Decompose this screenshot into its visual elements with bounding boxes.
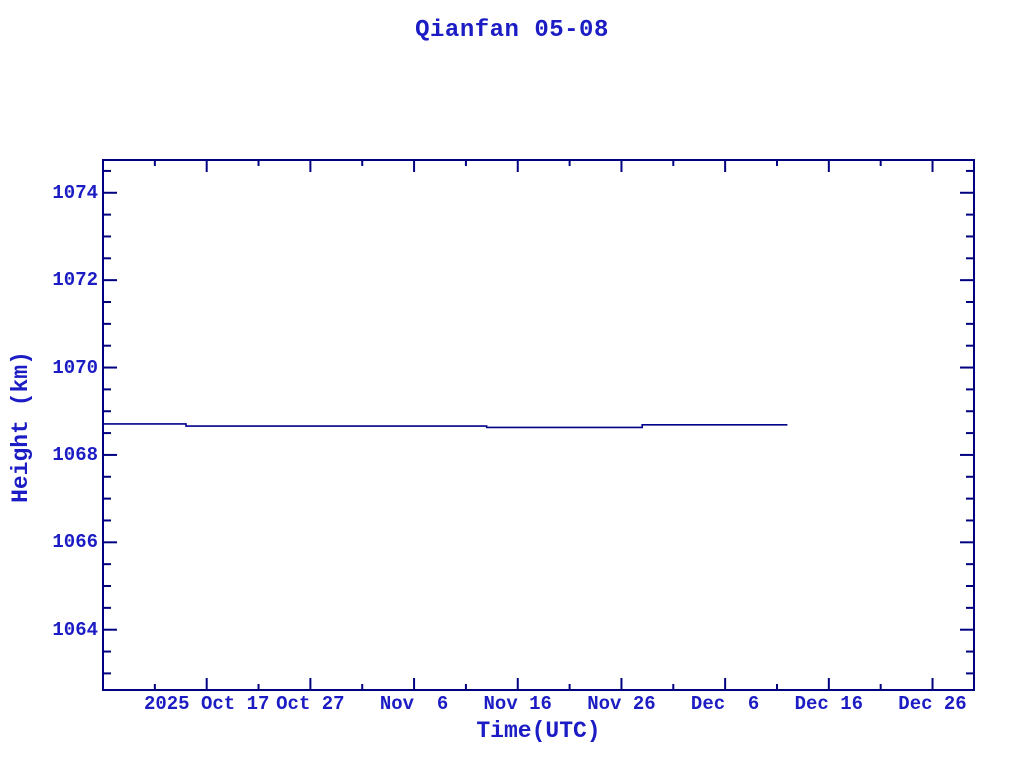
chart-title: Qianfan 05-08	[415, 17, 609, 44]
x-tick-label: Dec 6	[690, 693, 760, 715]
y-tick-label: 1072	[52, 269, 98, 292]
x-tick-label: Dec 26	[898, 693, 967, 715]
x-tick-label: Dec 16	[794, 693, 864, 715]
x-tick-label: Oct 27	[276, 693, 345, 715]
x-tick-label: Nov 16	[483, 693, 552, 715]
plot-border	[102, 159, 975, 691]
y-axis-title: Height (km)	[8, 351, 34, 503]
y-tick-label: 1070	[52, 356, 98, 379]
height-data-line	[103, 423, 788, 429]
y-tick-label: 1066	[52, 531, 98, 554]
x-axis-title: Time(UTC)	[476, 718, 601, 744]
x-tick-label: Nov 6	[379, 693, 449, 715]
y-tick-label: 1074	[52, 181, 98, 204]
x-tick-label: Nov 26	[587, 693, 656, 715]
y-tick-label: 1064	[52, 618, 98, 641]
x-tick-label: 2025 Oct 17	[143, 693, 270, 715]
y-tick-label: 1068	[52, 443, 98, 466]
